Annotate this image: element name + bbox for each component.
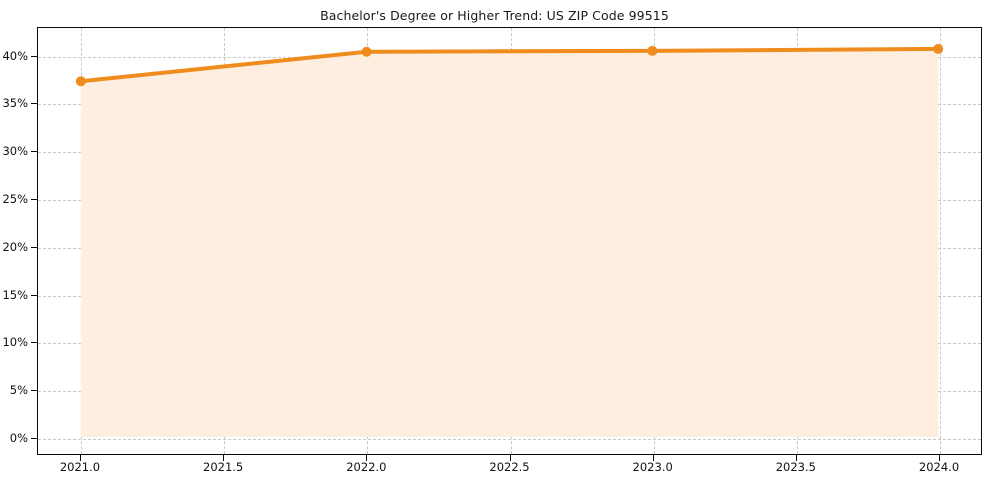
y-axis-tick-label: 0% [9, 430, 28, 445]
data-point-marker [75, 76, 86, 87]
y-axis-tick-label: 40% [2, 48, 28, 63]
y-axis-tick-mark [31, 103, 37, 105]
y-axis-tick-label: 15% [2, 287, 28, 302]
y-axis-tick-label: 25% [2, 191, 28, 206]
x-axis-tick-mark [223, 455, 225, 461]
y-axis-tick-mark [31, 342, 37, 344]
trend-line-path [78, 46, 941, 84]
y-axis-tick-label: 30% [2, 144, 28, 159]
x-axis-tick-label: 2022.5 [489, 460, 530, 474]
x-axis-tick-label: 2022.0 [346, 460, 387, 474]
x-axis-tick-label: 2023.5 [775, 460, 816, 474]
y-axis-tick-mark [31, 198, 37, 200]
y-axis-tick-mark [31, 437, 37, 439]
y-axis-tick-mark [31, 151, 37, 153]
x-axis-tick-label: 2023.0 [632, 460, 673, 474]
chart-title: Bachelor's Degree or Higher Trend: US ZI… [320, 8, 669, 23]
y-axis-tick-mark [31, 55, 37, 57]
y-axis-tick-mark [31, 294, 37, 296]
y-axis-tick-label: 20% [2, 239, 28, 254]
plot-area [37, 27, 982, 455]
x-axis-tick-mark [366, 455, 368, 461]
area-fill-path [80, 48, 939, 437]
x-axis-tick-label: 2021.5 [203, 460, 244, 474]
x-axis-tick-label: 2021.0 [59, 460, 101, 474]
x-axis-tick-mark [79, 455, 81, 461]
gridline-vertical [940, 28, 942, 454]
x-axis-tick-label: 2024.0 [918, 460, 960, 474]
y-axis-tick-label: 5% [9, 383, 28, 398]
y-axis-tick-mark [31, 246, 37, 248]
x-axis-tick-mark [795, 455, 797, 461]
y-axis-tick-label: 35% [2, 96, 28, 111]
x-axis-tick-mark [939, 455, 941, 461]
plot-inner [38, 28, 981, 454]
data-point-marker [933, 43, 944, 54]
data-point-marker [361, 46, 372, 57]
y-axis-tick-label: 10% [2, 335, 28, 350]
data-point-markers [75, 43, 944, 87]
data-series-layer [75, 43, 944, 437]
x-axis-tick-mark [509, 455, 511, 461]
y-axis-tick-mark [31, 390, 37, 392]
x-axis-tick-mark [652, 455, 654, 461]
data-point-marker [647, 45, 658, 56]
gridline-horizontal [38, 438, 981, 440]
